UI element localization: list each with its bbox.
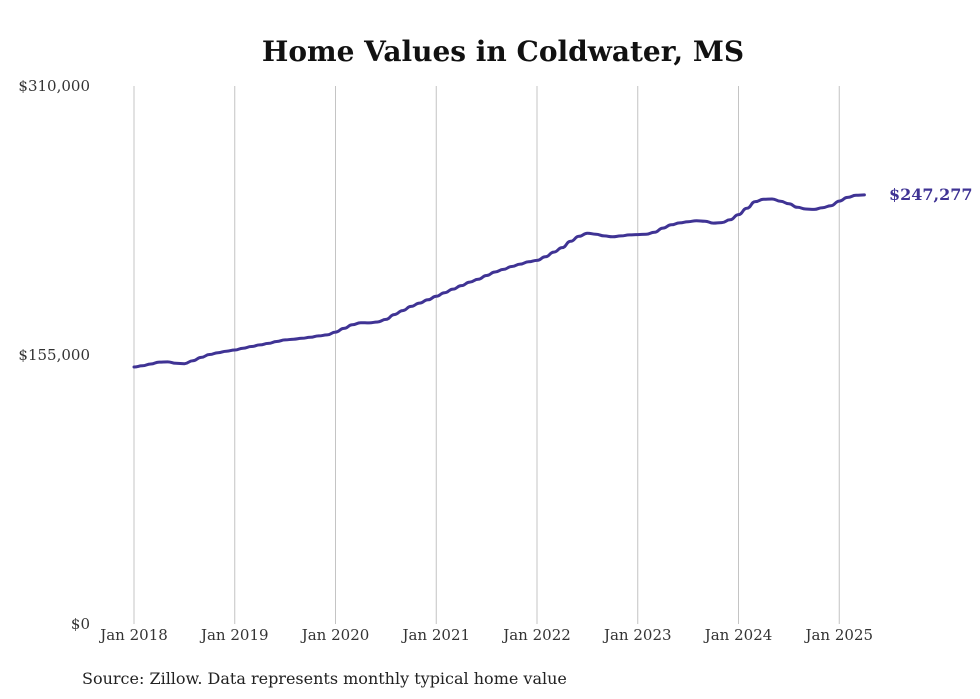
y-tick-label: $310,000	[18, 77, 90, 95]
x-tick-label: Jan 2024	[703, 626, 773, 644]
x-tick-label: Jan 2023	[602, 626, 672, 644]
source-note: Source: Zillow. Data represents monthly …	[82, 669, 567, 688]
x-axis-ticks: Jan 2018 Jan 2019 Jan 2020 Jan 2021 Jan 2022…	[98, 626, 873, 644]
x-tick-label: Jan 2020	[300, 626, 370, 644]
y-axis-ticks: $0 $155,000 $310,000	[18, 77, 90, 633]
x-tick-label: Jan 2025	[803, 626, 873, 644]
end-value-label: $247,277	[889, 185, 973, 204]
x-tick-label: Jan 2022	[501, 626, 571, 644]
x-tick-label: Jan 2021	[400, 626, 470, 644]
x-tick-label: Jan 2019	[199, 626, 269, 644]
y-tick-label: $155,000	[18, 346, 90, 364]
x-tick-label: Jan 2018	[98, 626, 168, 644]
gridlines	[133, 86, 840, 624]
series-line-home-value	[132, 193, 866, 369]
chart-title: Home Values in Coldwater, MS	[262, 35, 744, 68]
y-tick-label: $0	[71, 615, 90, 633]
